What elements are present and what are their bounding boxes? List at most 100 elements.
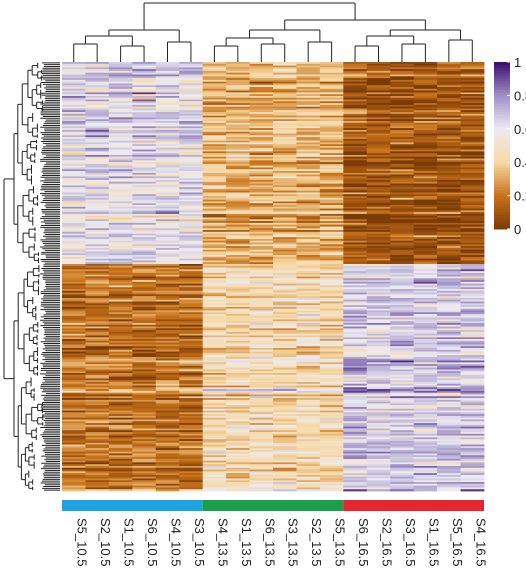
heatmap-cell: [319, 205, 344, 208]
heatmap-cell: [319, 337, 344, 340]
heatmap-cell: [273, 271, 297, 274]
heatmap-cell: [296, 367, 321, 370]
heatmap-cell: [249, 124, 274, 127]
heatmap-cell: [273, 222, 297, 226]
heatmap-cell: [202, 72, 227, 75]
heatmap-cell: [85, 464, 110, 467]
heatmap-cell: [179, 458, 204, 462]
heatmap-cell: [62, 167, 86, 170]
heatmap-cell: [437, 231, 461, 234]
heatmap-cell: [132, 353, 157, 356]
heatmap-cell: [62, 353, 86, 356]
heatmap-cell: [226, 265, 250, 268]
heatmap-cell: [249, 228, 274, 231]
heatmap-cell: [296, 242, 321, 245]
heatmap-cell: [202, 78, 227, 81]
heatmap-cell: [179, 199, 204, 202]
heatmap-cell: [155, 172, 180, 176]
heatmap-cell: [437, 312, 461, 315]
heatmap-cell: [179, 432, 204, 435]
heatmap-cell: [390, 224, 415, 227]
heatmap-cell: [319, 119, 344, 122]
heatmap-cell: [366, 113, 391, 117]
heatmap-cell: [296, 83, 321, 86]
heatmap-cell: [108, 137, 133, 140]
heatmap-cell: [202, 126, 227, 129]
heatmap-cell: [390, 230, 415, 233]
heatmap-cell: [108, 435, 133, 438]
heatmap-cell: [132, 455, 157, 458]
heatmap-cell: [390, 385, 415, 388]
heatmap-cell: [366, 142, 391, 145]
heatmap-cell: [108, 219, 133, 222]
heatmap-cell: [366, 67, 391, 70]
heatmap-cell: [390, 390, 415, 394]
heatmap-cell: [85, 62, 110, 65]
heatmap-cell: [437, 178, 461, 181]
heatmap-cell: [343, 215, 368, 218]
heatmap-cell: [273, 169, 297, 172]
heatmap-cell: [108, 201, 133, 204]
heatmap-cell: [179, 399, 204, 403]
heatmap-cell: [85, 76, 110, 79]
heatmap-cell: [296, 339, 321, 342]
heatmap-cell: [108, 138, 133, 142]
heatmap-cell: [62, 312, 86, 315]
heatmap-cell: [85, 460, 110, 463]
heatmap-cell: [62, 355, 86, 358]
heatmap-cell: [85, 135, 110, 138]
heatmap-cell: [413, 274, 438, 277]
heatmap-cell: [202, 183, 227, 186]
colorbar-segment: [494, 220, 510, 224]
heatmap-cell: [319, 92, 344, 95]
heatmap-cell: [366, 330, 391, 333]
heatmap-cell: [179, 324, 204, 327]
heatmap-cell: [413, 240, 438, 243]
heatmap-cell: [179, 231, 204, 234]
heatmap-cell: [460, 197, 485, 201]
heatmap-cell: [108, 342, 133, 345]
heatmap-cell: [202, 485, 227, 488]
heatmap-cell: [366, 167, 391, 170]
heatmap-cell: [460, 412, 485, 415]
heatmap-cell: [273, 315, 297, 319]
heatmap-cell: [179, 348, 204, 351]
heatmap-cell: [132, 104, 157, 108]
heatmap-cell: [132, 172, 157, 176]
heatmap-cell: [366, 281, 391, 285]
heatmap-cell: [343, 188, 368, 192]
heatmap-cell: [273, 172, 297, 176]
heatmap-cell: [202, 67, 227, 70]
heatmap-cell: [366, 78, 391, 81]
heatmap-cell: [62, 476, 86, 479]
heatmap-cell: [155, 421, 180, 424]
heatmap-cell: [343, 162, 368, 165]
heatmap-cell: [85, 414, 110, 417]
heatmap-cell: [155, 62, 180, 65]
heatmap-cell: [437, 358, 461, 361]
heatmap-cell: [108, 283, 133, 286]
heatmap-cell: [62, 340, 86, 344]
heatmap-cell: [132, 460, 157, 463]
heatmap-cell: [413, 63, 438, 66]
heatmap-cell: [85, 88, 110, 91]
heatmap-cell: [343, 326, 368, 329]
column-label: S4_13.5: [215, 518, 230, 566]
heatmap-cell: [296, 424, 321, 428]
heatmap-cell: [249, 231, 274, 234]
heatmap-cell: [319, 133, 344, 136]
heatmap-cell: [296, 149, 321, 152]
heatmap-cell: [155, 333, 180, 336]
heatmap-cell: [390, 356, 415, 360]
heatmap-cell: [273, 192, 297, 195]
heatmap-cell: [85, 439, 110, 442]
heatmap-cell: [155, 324, 180, 327]
heatmap-cell: [296, 212, 321, 215]
heatmap-cell: [319, 419, 344, 422]
heatmap-cell: [319, 167, 344, 170]
heatmap-cell: [413, 419, 438, 422]
heatmap-cell: [273, 260, 297, 263]
heatmap-cell: [390, 457, 415, 460]
heatmap-cell: [343, 95, 368, 99]
heatmap-cell: [343, 476, 368, 479]
